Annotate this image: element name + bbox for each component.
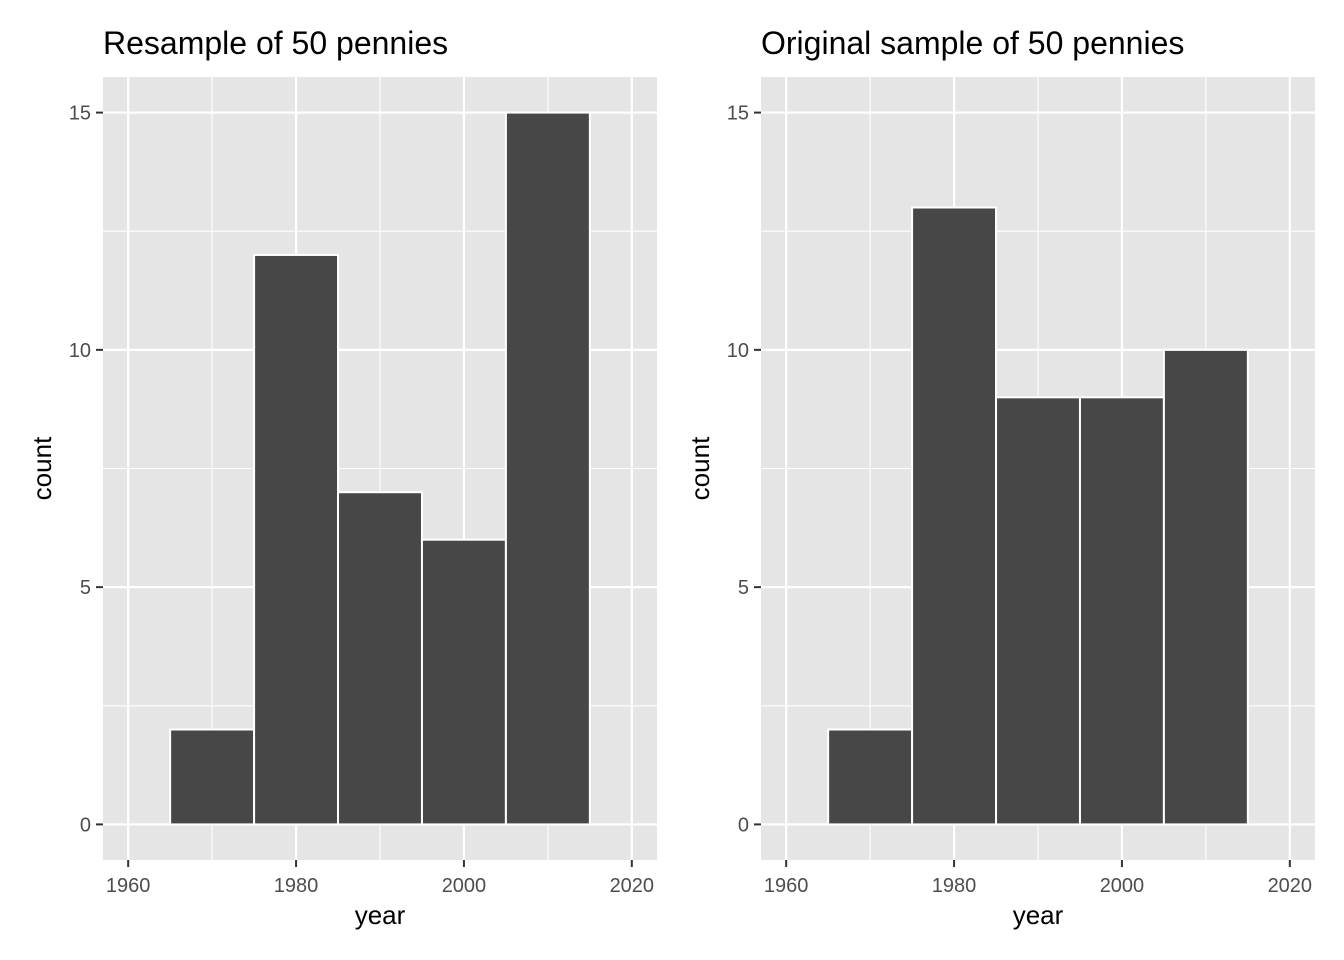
chart-panel-1: 0 5 10 15 1960 1980 2000 2020 Resample of 50 pen… xyxy=(27,25,657,930)
y-tick-label: 0 xyxy=(80,814,91,836)
histogram-bar[interactable] xyxy=(420,538,507,826)
histogram-bar[interactable] xyxy=(1078,396,1165,826)
y-tick-label: 10 xyxy=(727,340,749,362)
y-axis-title: count xyxy=(27,436,57,500)
histogram-bar[interactable] xyxy=(911,206,998,826)
x-tick-label: 2000 xyxy=(442,875,487,897)
y-axis-title: count xyxy=(685,436,715,500)
chart-panel-2: 0 5 10 15 1960 1980 2000 2020 Original sample of… xyxy=(685,25,1315,930)
x-axis-title: year xyxy=(355,900,406,930)
x-tick-label: 2020 xyxy=(610,875,655,897)
y-tick-label: 15 xyxy=(727,103,749,125)
x-tick-label: 1980 xyxy=(274,875,319,897)
histogram-bar[interactable] xyxy=(827,728,914,826)
y-tick-label: 5 xyxy=(80,577,91,599)
y-tick-label: 0 xyxy=(738,814,749,836)
histogram-bar[interactable] xyxy=(337,491,423,826)
histogram-bar[interactable] xyxy=(169,728,256,826)
x-tick-label: 1960 xyxy=(106,875,151,897)
x-tick-label: 2020 xyxy=(1268,875,1313,897)
chart-title: Resample of 50 pennies xyxy=(103,25,448,61)
histogram-bar[interactable] xyxy=(995,396,1081,826)
x-axis-title: year xyxy=(1013,900,1064,930)
chart-title: Original sample of 50 pennies xyxy=(761,25,1184,61)
histogram-bar[interactable] xyxy=(253,253,340,826)
y-tick-label: 10 xyxy=(69,340,91,362)
x-tick-label: 1980 xyxy=(932,875,977,897)
histogram-bar[interactable] xyxy=(1162,348,1249,826)
x-tick-label: 1960 xyxy=(764,875,809,897)
x-tick-label: 2000 xyxy=(1100,875,1145,897)
histogram-bar[interactable] xyxy=(504,111,591,826)
y-tick-label: 15 xyxy=(69,103,91,125)
y-tick-label: 5 xyxy=(738,577,749,599)
